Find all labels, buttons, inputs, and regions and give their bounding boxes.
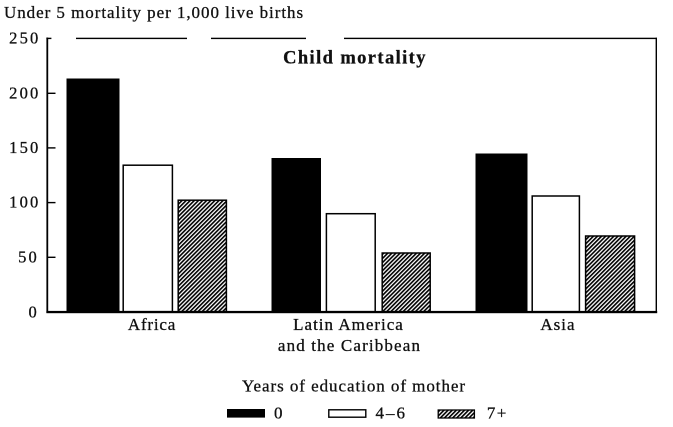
svg-text:Asia: Asia	[540, 315, 575, 334]
svg-text:0: 0	[274, 404, 283, 423]
svg-text:100: 100	[9, 193, 40, 212]
svg-text:250: 250	[9, 29, 40, 48]
svg-text:0: 0	[29, 303, 38, 322]
svg-text:4–6: 4–6	[376, 404, 408, 423]
svg-text:Latin America: Latin America	[293, 315, 404, 334]
svg-text:Child mortality: Child mortality	[283, 49, 427, 69]
svg-text:200: 200	[9, 83, 40, 102]
svg-text:50: 50	[18, 247, 39, 266]
svg-text:150: 150	[9, 138, 40, 157]
svg-text:Years of education of mother: Years of education of mother	[242, 377, 466, 396]
svg-text:Africa: Africa	[128, 315, 176, 334]
svg-text:and the Caribbean: and the Caribbean	[278, 336, 421, 355]
svg-text:Under 5 mortality per 1,000 li: Under 5 mortality per 1,000 live births	[4, 3, 304, 22]
svg-text:7+: 7+	[487, 404, 508, 423]
